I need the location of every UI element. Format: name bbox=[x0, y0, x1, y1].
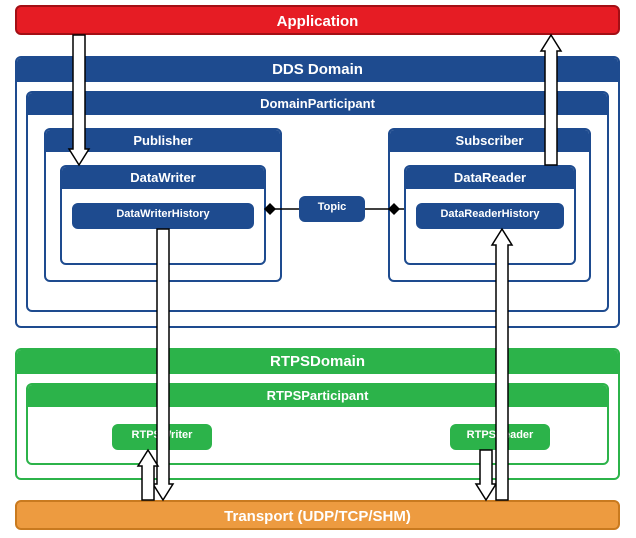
topic-label: Topic bbox=[301, 198, 363, 216]
rtps-writer-box: RTPSWriter bbox=[112, 424, 212, 450]
datareader-history-label: DataReaderHistory bbox=[418, 205, 562, 223]
rtps-reader-label: RTPSReader bbox=[452, 426, 548, 444]
publisher-header: Publisher bbox=[46, 130, 280, 152]
subscriber-header: Subscriber bbox=[390, 130, 589, 152]
datawriter-history-label: DataWriterHistory bbox=[74, 205, 252, 223]
dds-domain-header: DDS Domain bbox=[17, 58, 618, 82]
rtps-reader-box: RTPSReader bbox=[450, 424, 550, 450]
datawriter-header: DataWriter bbox=[62, 167, 264, 189]
datareader-history-box: DataReaderHistory bbox=[416, 203, 564, 229]
rtps-writer-label: RTPSWriter bbox=[114, 426, 210, 444]
datawriter-history-box: DataWriterHistory bbox=[72, 203, 254, 229]
application-label: Application bbox=[17, 7, 618, 37]
application-box: Application bbox=[15, 5, 620, 35]
rtps-participant-header: RTPSParticipant bbox=[28, 385, 607, 407]
transport-label: Transport (UDP/TCP/SHM) bbox=[17, 502, 618, 532]
topic-box: Topic bbox=[299, 196, 365, 222]
domain-participant-header: DomainParticipant bbox=[28, 93, 607, 115]
rtps-domain-header: RTPSDomain bbox=[17, 350, 618, 374]
transport-box: Transport (UDP/TCP/SHM) bbox=[15, 500, 620, 530]
datareader-header: DataReader bbox=[406, 167, 574, 189]
